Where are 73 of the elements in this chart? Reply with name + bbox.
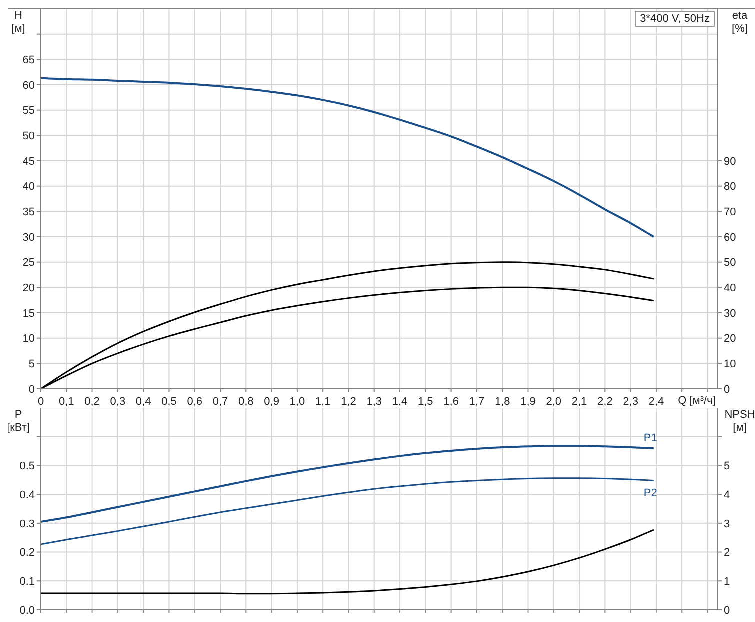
y2-tick-label: 50: [724, 257, 736, 270]
y-tick-label: 45: [22, 156, 35, 168]
y-tick-label: 5: [28, 358, 35, 371]
y-axis-title: H [м]: [12, 10, 26, 35]
x-tick-label: 0,4: [136, 396, 152, 408]
x-tick-label: 2,3: [623, 396, 638, 408]
y2-tick-label: 4: [724, 489, 730, 502]
y2-tick-label: 20: [724, 333, 736, 346]
x-tick-label: 1,8: [494, 396, 510, 408]
y-tick-label: 0.5: [20, 460, 35, 473]
line-series: [41, 77, 655, 238]
y-tick-label: 0: [28, 384, 35, 396]
series-label: P2: [644, 488, 658, 500]
x-axis-title: Q [м³/ч]: [678, 395, 716, 407]
x-tick-label: 0,6: [187, 396, 203, 408]
line-series: [41, 478, 655, 546]
y-tick-label: 30: [22, 232, 35, 244]
y2-tick-label: 60: [724, 232, 736, 244]
y-tick-label: 0.1: [20, 576, 35, 588]
x-tick-label: 1,0: [290, 396, 306, 408]
y2-tick-label: 70: [724, 206, 736, 219]
x-tick-label: 2,2: [598, 396, 613, 408]
y2-tick-label: 3: [724, 518, 730, 530]
y-tick-label: 25: [22, 257, 35, 270]
x-tick-label: 1,1: [315, 396, 331, 408]
y-tick-label: 35: [22, 206, 35, 219]
line-series: [41, 445, 655, 523]
y2-tick-label: 1: [724, 576, 730, 588]
y-tick-label: 0.4: [20, 489, 35, 502]
y-tick-label: 0.2: [20, 547, 35, 560]
x-tick-label: 1,5: [418, 396, 434, 408]
y2-tick-label: 40: [724, 282, 736, 295]
y-axis-title: P [кВт]: [7, 409, 30, 434]
y2-tick-label: 0: [724, 604, 730, 617]
x-tick-label: 0,7: [212, 396, 228, 408]
y-tick-label: 20: [22, 282, 35, 295]
x-tick-label: 2,1: [572, 396, 588, 408]
y2-axis-title: NPSH [м]: [724, 409, 755, 434]
y-tick-label: 0.3: [20, 518, 35, 530]
x-tick-label: 1,6: [444, 396, 459, 408]
x-tick-label: 0,3: [110, 396, 126, 408]
y2-tick-label: 80: [724, 181, 736, 194]
x-tick-label: 0: [38, 396, 44, 408]
y-tick-label: 0.0: [20, 604, 35, 617]
x-tick-label: 1,3: [366, 396, 382, 408]
series-label: P1: [644, 432, 658, 444]
y-tick-label: 50: [22, 130, 35, 143]
x-tick-label: 1,9: [520, 396, 536, 408]
x-tick-label: 2,4: [648, 396, 664, 408]
y2-tick-label: 2: [724, 547, 730, 560]
y2-tick-label: 5: [724, 460, 730, 473]
annotation: 3*400 V, 50Hz: [635, 11, 715, 27]
x-tick-label: 1,4: [392, 396, 408, 408]
y-tick-label: 55: [22, 105, 35, 118]
y2-tick-label: 30: [724, 308, 736, 320]
y2-tick-label: 0: [724, 384, 730, 396]
x-tick-label: 1,7: [469, 396, 485, 408]
x-tick-label: 0,9: [264, 396, 280, 408]
y2-tick-label: 10: [724, 358, 736, 371]
y-tick-label: 15: [22, 308, 35, 320]
x-tick-label: 1,2: [341, 396, 356, 408]
y-tick-label: 65: [22, 54, 35, 67]
x-tick-label: 0,2: [84, 396, 100, 408]
x-tick-label: 2,0: [546, 396, 562, 408]
y2-axis-title: eta [%]: [732, 10, 749, 35]
y-tick-label: 60: [22, 80, 35, 92]
line-series: [41, 529, 655, 595]
y2-tick-label: 90: [724, 156, 736, 168]
y-tick-label: 10: [22, 333, 35, 346]
y-tick-label: 40: [22, 181, 35, 194]
x-tick-label: 0,8: [238, 396, 254, 408]
x-tick-label: 0,5: [162, 396, 177, 408]
x-tick-label: 0,1: [58, 396, 74, 408]
